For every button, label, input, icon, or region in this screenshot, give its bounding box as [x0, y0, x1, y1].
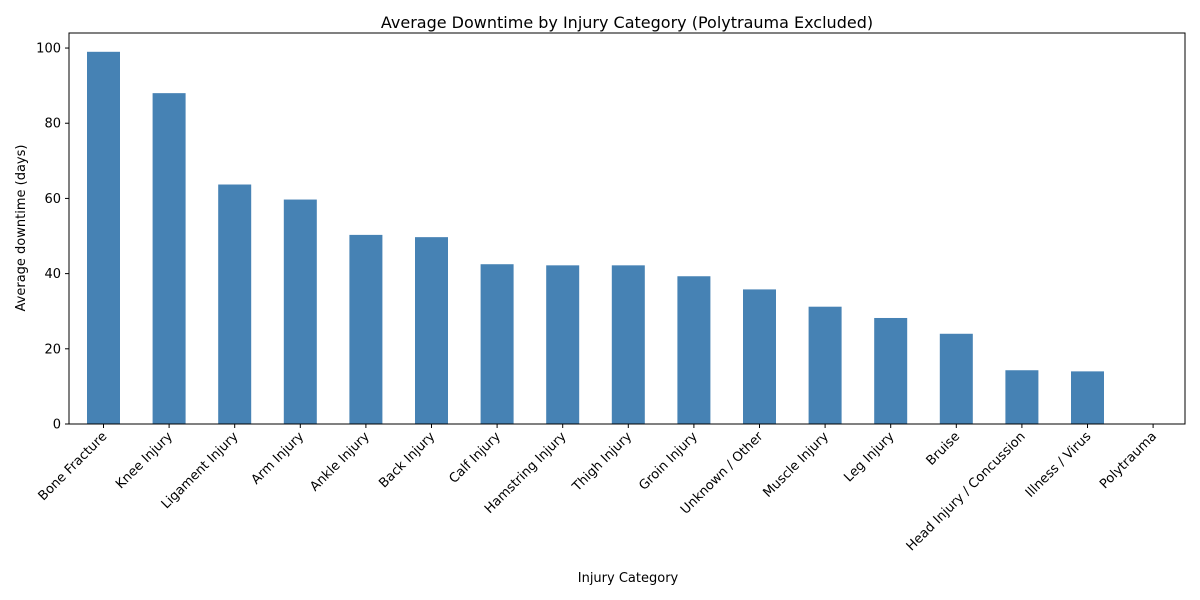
x-axis-title: Injury Category — [578, 571, 679, 586]
bar-bruise — [939, 333, 973, 424]
bar-unknown-other — [743, 289, 776, 424]
bar-head-injury-concussion — [1005, 370, 1039, 424]
x-tick-label: Leg Injury — [841, 429, 897, 485]
x-tick-label: Calf Injury — [446, 429, 504, 487]
bar-ankle-injury — [349, 234, 383, 424]
x-tick-label: Groin Injury — [636, 429, 701, 494]
x-tick-label: Knee Injury — [113, 429, 176, 492]
x-tick-label: Polytrauma — [1097, 429, 1160, 492]
x-tick-label: Bruise — [924, 429, 964, 469]
bar-calf-injury — [480, 264, 514, 424]
x-tick-label: Bone Fracture — [36, 429, 111, 504]
x-tick-label: Illness / Virus — [1023, 429, 1095, 501]
bar-illness-virus — [1071, 371, 1104, 424]
y-axis: 0 20 40 60 80 100 — [36, 42, 69, 433]
bar-arm-injury — [283, 199, 317, 424]
y-axis-title: Average downtime (days) — [14, 145, 29, 312]
x-tick-label: Arm Injury — [249, 429, 308, 488]
x-tick-label: Muscle Injury — [760, 429, 832, 501]
bar-leg-injury — [874, 317, 908, 424]
chart-title: Average Downtime by Injury Category (Pol… — [381, 13, 873, 32]
y-tick-label: 60 — [44, 192, 61, 207]
y-tick-label: 100 — [36, 42, 61, 57]
x-tick-label: Back Injury — [376, 429, 438, 491]
y-tick-label: 80 — [44, 117, 61, 132]
bar-groin-injury — [677, 276, 711, 424]
y-tick-label: 0 — [53, 418, 61, 433]
bars-group — [87, 51, 1104, 425]
bar-thigh-injury — [611, 265, 645, 424]
plot-frame — [68, 32, 1186, 425]
bar-back-injury — [415, 237, 448, 424]
bar-knee-injury — [152, 93, 186, 425]
x-tick-label: Head Injury / Concussion — [904, 429, 1029, 554]
x-tick-label: Ankle Injury — [307, 429, 373, 495]
x-tick-label: Thigh Injury — [569, 429, 635, 495]
y-tick-label: 20 — [44, 342, 61, 357]
bar-bone-fracture — [87, 51, 120, 425]
bar-ligament-injury — [218, 184, 252, 424]
bar-muscle-injury — [808, 306, 842, 424]
y-tick-label: 40 — [44, 267, 61, 282]
bar-hamstring-injury — [546, 265, 580, 424]
